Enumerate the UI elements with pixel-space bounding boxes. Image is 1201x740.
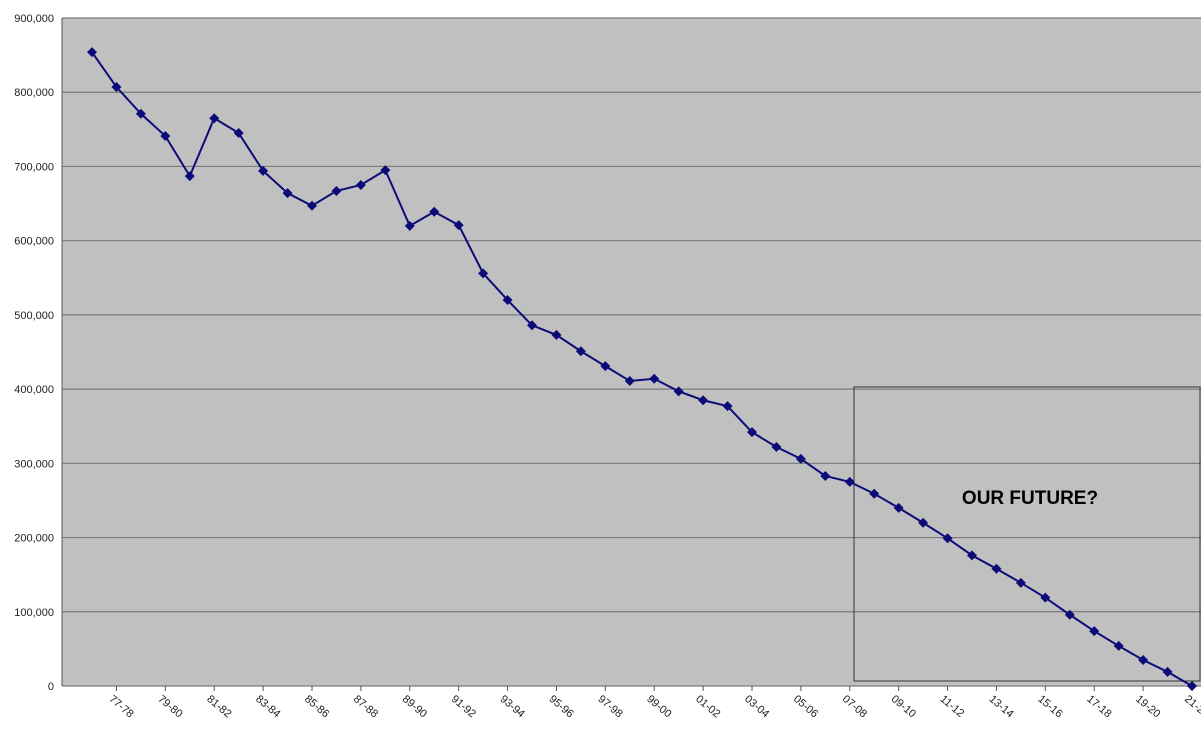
marker xyxy=(380,165,391,176)
marker xyxy=(967,550,977,561)
x-tick-label: 99-00 xyxy=(644,693,673,720)
marker xyxy=(747,427,757,438)
x-tick-label: 01-02 xyxy=(693,693,722,720)
marker xyxy=(453,220,464,231)
x-tick-label: 97-98 xyxy=(595,693,624,720)
marker xyxy=(1089,626,1100,637)
y-tick-label: 500,000 xyxy=(14,310,54,322)
marker xyxy=(478,268,489,279)
marker xyxy=(331,185,342,196)
marker xyxy=(673,386,684,397)
x-tick-label: 91-92 xyxy=(449,693,478,720)
marker xyxy=(942,533,953,544)
x-tick-label: 17-18 xyxy=(1084,693,1113,720)
marker xyxy=(600,361,611,372)
marker xyxy=(649,373,660,384)
marker xyxy=(1113,640,1124,651)
marker xyxy=(111,82,122,93)
x-tick-label: 85-86 xyxy=(302,693,331,720)
x-tick-label: 93-94 xyxy=(498,693,527,720)
marker xyxy=(429,206,440,217)
marker xyxy=(233,128,244,139)
line-series xyxy=(91,51,1193,687)
marker xyxy=(184,171,195,182)
x-tick-label: 09-10 xyxy=(889,693,918,720)
annotation: OUR FUTURE? xyxy=(962,488,1098,509)
x-tick-label: 19-20 xyxy=(1133,693,1162,720)
marker xyxy=(1162,666,1173,677)
marker xyxy=(355,180,366,190)
marker xyxy=(771,442,782,453)
marker xyxy=(893,502,904,513)
y-tick-label: 200,000 xyxy=(14,533,54,545)
x-tick-label: 15-16 xyxy=(1035,693,1064,720)
marker xyxy=(87,47,97,58)
marker xyxy=(820,470,831,481)
marker xyxy=(209,113,220,124)
x-tick-label: 87-88 xyxy=(351,693,380,720)
marker xyxy=(1187,681,1197,691)
x-tick-label: 03-04 xyxy=(742,693,771,720)
y-tick-label: 400,000 xyxy=(14,384,54,396)
y-tick-label: 300,000 xyxy=(14,458,54,470)
marker xyxy=(160,131,171,142)
marker xyxy=(991,563,1002,574)
x-tick-label: 89-90 xyxy=(400,693,429,720)
x-tick-label: 81-82 xyxy=(204,693,233,720)
marker xyxy=(404,220,415,231)
y-tick-label: 600,000 xyxy=(14,236,54,248)
marker xyxy=(624,375,635,386)
marker xyxy=(869,488,880,499)
marker xyxy=(1040,592,1051,603)
marker xyxy=(844,476,855,487)
y-tick-label: 700,000 xyxy=(14,161,54,173)
marker xyxy=(795,453,806,464)
marker xyxy=(551,329,562,340)
marker xyxy=(502,295,513,306)
x-tick-label: 07-08 xyxy=(840,693,869,720)
x-tick-label: 77-78 xyxy=(107,693,136,720)
marker xyxy=(307,200,317,211)
x-tick-label: 21-22 xyxy=(1182,693,1201,720)
marker xyxy=(698,395,709,406)
y-tick-label: 100,000 xyxy=(14,607,54,619)
marker xyxy=(1138,655,1149,666)
marker xyxy=(258,165,269,176)
marker xyxy=(575,346,586,357)
x-tick-label: 83-84 xyxy=(253,693,282,720)
x-tick-label: 13-14 xyxy=(987,693,1016,720)
marker xyxy=(918,517,929,528)
x-tick-label: 95-96 xyxy=(547,693,576,720)
y-tick-label: 800,000 xyxy=(14,87,54,99)
x-tick-label: 11-12 xyxy=(938,693,967,720)
plot-area xyxy=(62,18,1201,686)
annotation-box xyxy=(853,386,1201,682)
marker xyxy=(1064,609,1075,620)
marker xyxy=(527,320,537,331)
marker xyxy=(1015,577,1026,588)
y-tick-label: 900,000 xyxy=(14,13,54,25)
x-tick-label: 79-80 xyxy=(155,693,184,720)
y-tick-label: 0 xyxy=(48,681,54,693)
marker xyxy=(722,401,733,412)
marker xyxy=(135,108,146,119)
x-tick-label: 05-06 xyxy=(791,693,820,720)
marker xyxy=(282,188,293,199)
